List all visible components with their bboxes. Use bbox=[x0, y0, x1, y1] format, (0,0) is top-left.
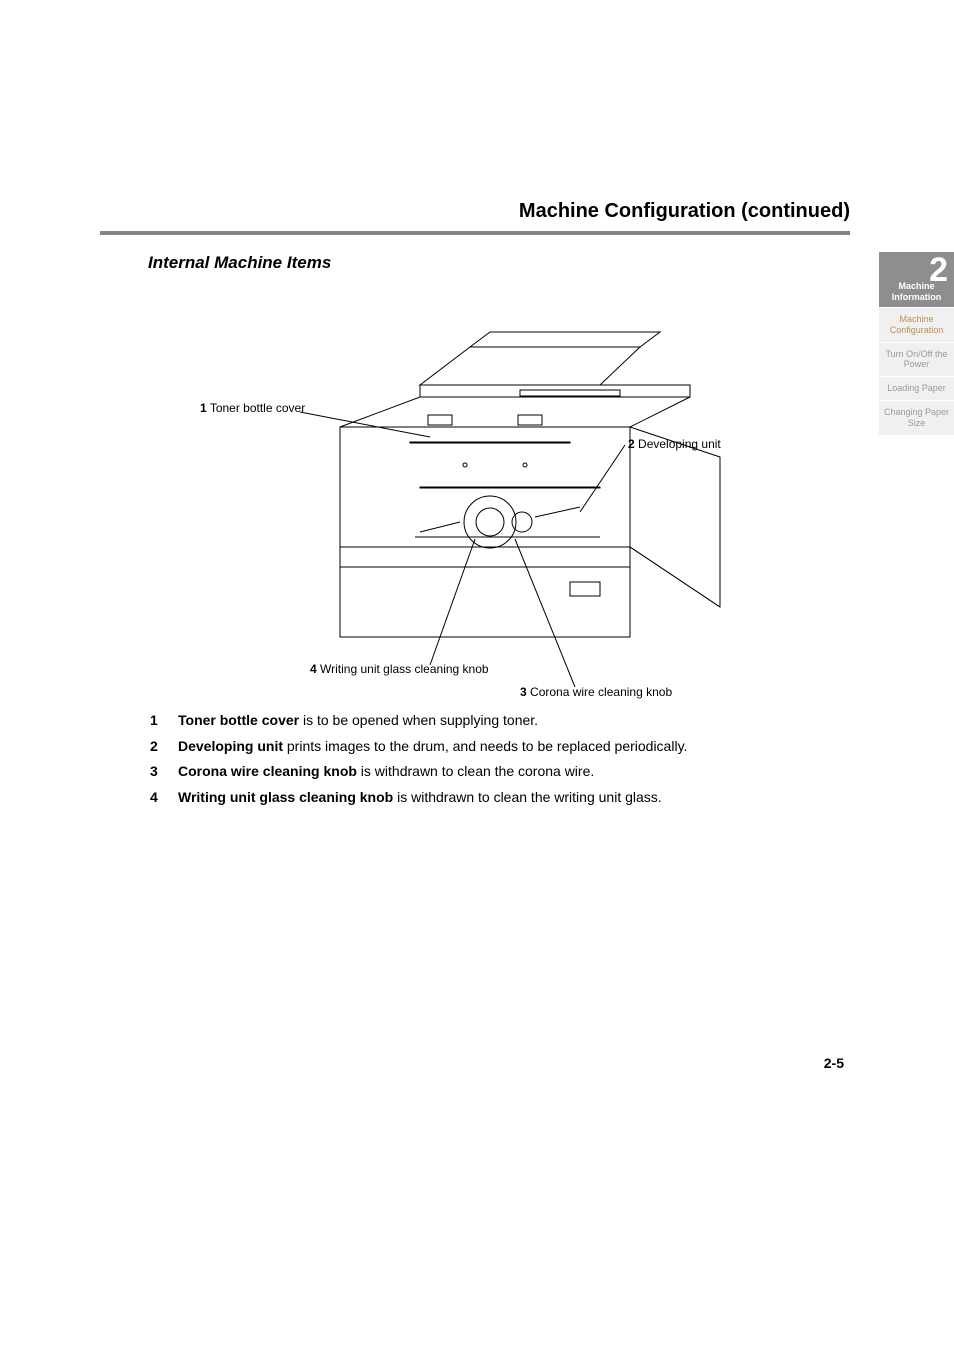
page-header-title: Machine Configuration (continued) bbox=[100, 200, 850, 223]
description-list: 1 Toner bottle cover is to be opened whe… bbox=[150, 711, 850, 807]
section-title: Internal Machine Items bbox=[148, 253, 850, 273]
callout-2: 2 Developing unit bbox=[628, 437, 721, 451]
page-number: 2-5 bbox=[824, 1055, 844, 1071]
header-rule bbox=[100, 231, 850, 235]
callout-1: 1 Toner bottle cover bbox=[200, 401, 305, 415]
side-tab-item[interactable]: Changing Paper Size bbox=[879, 401, 954, 436]
side-tab-item[interactable]: Turn On/Off the Power bbox=[879, 343, 954, 378]
description-item: 4 Writing unit glass cleaning knob is wi… bbox=[150, 788, 850, 808]
callout-4: 4 Writing unit glass cleaning knob bbox=[310, 662, 489, 676]
side-tab-item[interactable]: Machine Configuration bbox=[879, 308, 954, 343]
copier-illustration bbox=[160, 287, 800, 687]
description-item: 3 Corona wire cleaning knob is withdrawn… bbox=[150, 762, 850, 782]
description-item: 2 Developing unit prints images to the d… bbox=[150, 737, 850, 757]
side-tab-item[interactable]: Loading Paper bbox=[879, 377, 954, 401]
callout-3: 3 Corona wire cleaning knob bbox=[520, 685, 672, 699]
description-item: 1 Toner bottle cover is to be opened whe… bbox=[150, 711, 850, 731]
side-navigation-tabs: 2 Machine Information Machine Configurat… bbox=[879, 252, 954, 436]
machine-diagram: 1 Toner bottle cover 2 Developing unit 4… bbox=[160, 287, 800, 687]
chapter-tab[interactable]: 2 Machine Information bbox=[879, 252, 954, 308]
